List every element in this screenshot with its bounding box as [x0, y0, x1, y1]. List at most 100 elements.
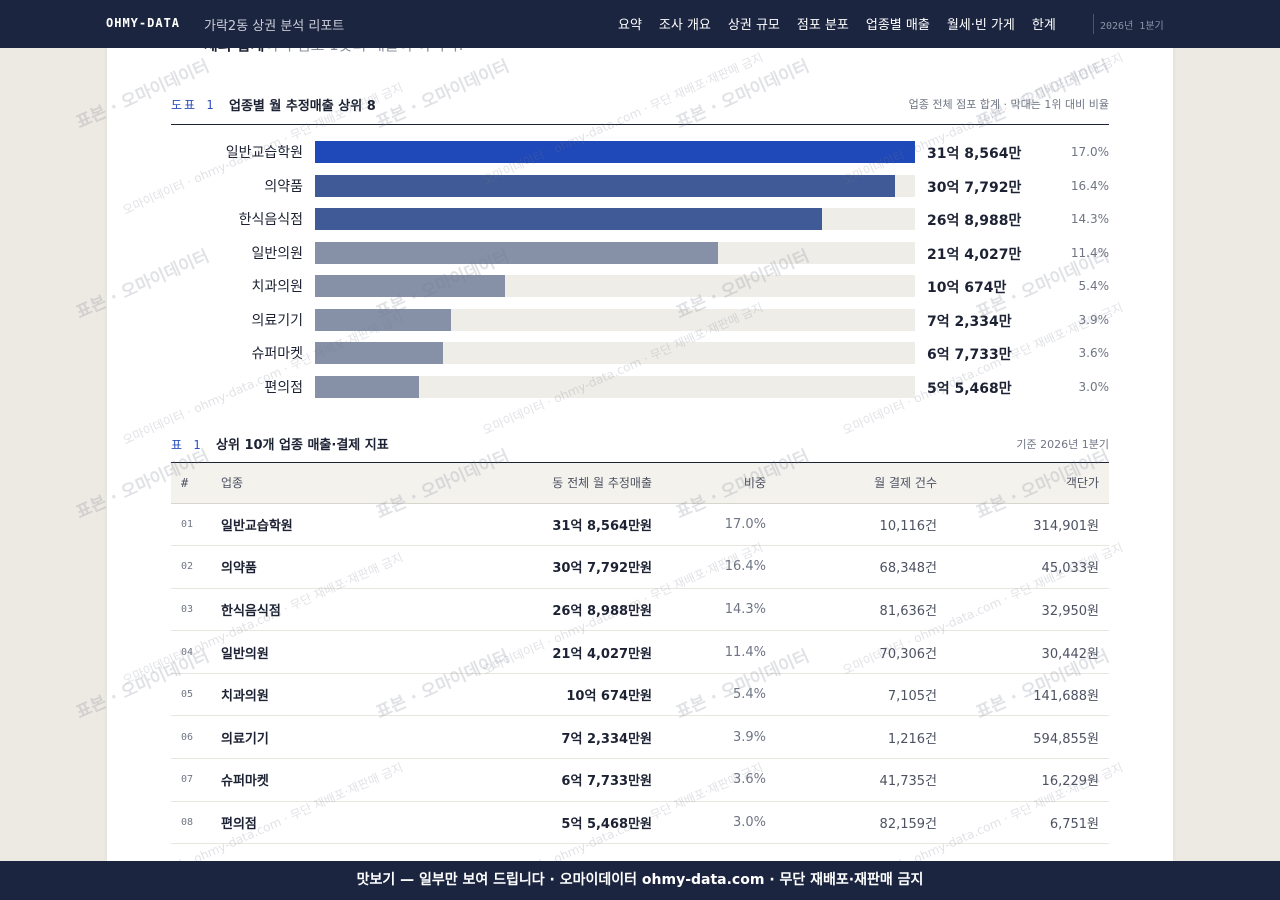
- cell-count: 10,116건: [766, 503, 937, 547]
- col-share: 비중: [652, 463, 766, 504]
- bar: [315, 275, 505, 297]
- bar-category-label: 일반의원: [251, 245, 303, 262]
- bar-value-label: 31억 8,564만: [927, 146, 1022, 162]
- table-header: 표 1 상위 10개 업종 매출·결제 지표 기준 2026년 1분기: [171, 430, 1109, 463]
- report-title: 가락2동 상권 분석 리포트: [204, 19, 345, 34]
- cell-share: 11.4%: [652, 630, 766, 674]
- cell-count: 70,306건: [766, 630, 937, 674]
- bar-track: [315, 342, 915, 364]
- cell-name: 편의점: [221, 801, 451, 845]
- bar-value-label: 21억 4,027만: [927, 246, 1022, 263]
- bar-share-label: 5.4%: [1078, 279, 1110, 293]
- bar-row: 한식음식점 26억 8,988만 14.3%: [171, 207, 1109, 230]
- bar-row: 일반교습학원 31억 8,564만 17.0%: [171, 140, 1109, 163]
- figure-title: 업종별 월 추정매출 상위 8: [229, 99, 376, 114]
- cell-sales: 26억 8,988만원: [451, 588, 652, 632]
- bar: [315, 141, 915, 163]
- bar-track: [315, 141, 915, 163]
- bar-share-label: 17.0%: [1070, 145, 1109, 159]
- cell-share: 3.0%: [652, 801, 766, 845]
- cell-price: 32,950원: [937, 588, 1109, 632]
- cell-name: 의료기기: [221, 715, 451, 760]
- cell-price: 594,855원: [937, 715, 1109, 760]
- cell-share: 3.6%: [652, 758, 766, 802]
- bar-row: 의약품 30억 7,792만 16.4%: [171, 174, 1109, 197]
- cell-price: 6,751원: [937, 801, 1109, 845]
- col-count: 월 결제 건수: [766, 463, 937, 504]
- cell-name: 의약품: [221, 545, 451, 589]
- figure-code: 도표 1: [171, 98, 216, 112]
- cell-rank: 04: [171, 630, 221, 674]
- table-note: 기준 2026년 1분기: [1016, 438, 1109, 451]
- cell-count: 68,348건: [766, 545, 937, 589]
- nav-item-rent[interactable]: 월세·빈 가게: [946, 18, 1015, 33]
- figure-note: 업종 전체 점포 합계 · 막대는 1위 대비 비율: [908, 98, 1109, 111]
- cell-share: 5.4%: [652, 673, 766, 717]
- bar-category-label: 의약품: [264, 178, 303, 195]
- table-title: 상위 10개 업종 매출·결제 지표: [216, 438, 389, 453]
- cell-sales: 10억 674만원: [451, 673, 652, 717]
- nav-item-distribution[interactable]: 점포 분포: [796, 18, 849, 33]
- cell-name: 일반의원: [221, 630, 451, 674]
- nav-item-limits[interactable]: 한계: [1031, 18, 1056, 33]
- table-row: 02 의약품 30억 7,792만원 16.4% 68,348건 45,033원: [171, 545, 1109, 589]
- table-row: 04 일반의원 21억 4,027만원 11.4% 70,306건 30,442원: [171, 630, 1109, 674]
- cell-sales: 5억 5,468만원: [451, 801, 652, 845]
- cell-name: 한식음식점: [221, 588, 451, 632]
- bar-share-label: 3.9%: [1078, 312, 1110, 327]
- bar-track: [315, 375, 915, 398]
- cell-name: 슈퍼마켓: [221, 758, 451, 802]
- cell-rank: 03: [171, 588, 221, 632]
- bar-row: 의료기기 7억 2,334만 3.9%: [171, 308, 1110, 331]
- bar-share-label: 16.4%: [1070, 178, 1109, 193]
- cell-name: 일반교습학원: [221, 503, 451, 547]
- table-row: 06 의료기기 7억 2,334만원 3.9% 1,216건 594,855원: [171, 715, 1109, 760]
- cell-price: 141,688원: [937, 673, 1109, 717]
- bar-share-label: 11.4%: [1070, 245, 1109, 260]
- bar-category-label: 일반교습학원: [225, 145, 303, 161]
- bar-track: [315, 174, 915, 197]
- table-body: 01 일반교습학원 31억 8,564만원 17.0% 10,116건 314,901원 0…: [171, 503, 1109, 845]
- bar: [315, 308, 452, 331]
- cell-name: 치과의원: [221, 673, 451, 717]
- nav-item-scale[interactable]: 상권 규모: [727, 18, 780, 33]
- cell-price: 45,033원: [937, 545, 1109, 589]
- table-code: 표 1: [171, 438, 203, 452]
- cell-price: 16,229원: [937, 758, 1109, 802]
- figure-header: 도표 1 업종별 월 추정매출 상위 8 업종 전체 점포 합계 · 막대는 1…: [171, 94, 1109, 125]
- cell-rank: 01: [171, 503, 221, 547]
- cell-rank: 08: [171, 801, 221, 845]
- bar-value-label: 10억 674만: [927, 280, 1007, 296]
- col-price: 객단가: [937, 463, 1109, 504]
- nav-item-sales[interactable]: 업종별 매출: [865, 18, 930, 33]
- cell-count: 81,636건: [766, 588, 937, 632]
- report-page: 체의 합계이며 점포 1곳의 매출이 아니다. 도표 1 업종별 월 추정매출 …: [107, 0, 1173, 900]
- footer-banner: 맛보기 — 일부만 보여 드립니다 · 오마이데이터 ohmy-data.com…: [0, 861, 1280, 900]
- bar-value-label: 7억 2,334만: [927, 313, 1012, 330]
- bar-category-label: 한식음식점: [238, 212, 303, 228]
- cell-count: 7,105건: [766, 673, 937, 717]
- cell-share: 17.0%: [652, 503, 766, 547]
- cell-rank: 02: [171, 545, 221, 589]
- table-row: 05 치과의원 10억 674만원 5.4% 7,105건 141,688원: [171, 673, 1109, 717]
- cell-share: 3.9%: [652, 715, 766, 760]
- cell-count: 41,735건: [766, 758, 937, 802]
- table-row: 03 한식음식점 26억 8,988만원 14.3% 81,636건 32,950원: [171, 588, 1109, 632]
- nav-item-summary[interactable]: 요약: [618, 18, 642, 33]
- cell-rank: 07: [171, 758, 221, 802]
- bar-track: [315, 308, 915, 331]
- sales-bar-chart: 일반교습학원 31억 8,564만 17.0% 의약품 30억 7,792만 16.4% 한…: [171, 140, 1109, 402]
- bar: [315, 208, 822, 230]
- bar: [315, 342, 443, 364]
- cell-rank: 05: [171, 673, 221, 717]
- brand-logo[interactable]: OHMY-DATA: [106, 16, 181, 30]
- period-label: 2026년 1분기: [1100, 21, 1164, 32]
- nav-item-overview[interactable]: 조사 개요: [658, 18, 711, 33]
- bar-share-label: 3.0%: [1078, 379, 1110, 394]
- sales-table: # 업종 동 전체 월 추정매출 비중 월 결제 건수 객단가 01 일반교습학원…: [171, 463, 1109, 845]
- bar-track: [315, 275, 915, 297]
- bar-value-label: 26억 8,988만: [927, 213, 1022, 229]
- bar-value-label: 30억 7,792만: [927, 179, 1022, 196]
- cell-sales: 31억 8,564만원: [451, 503, 652, 547]
- cell-count: 82,159건: [766, 801, 937, 845]
